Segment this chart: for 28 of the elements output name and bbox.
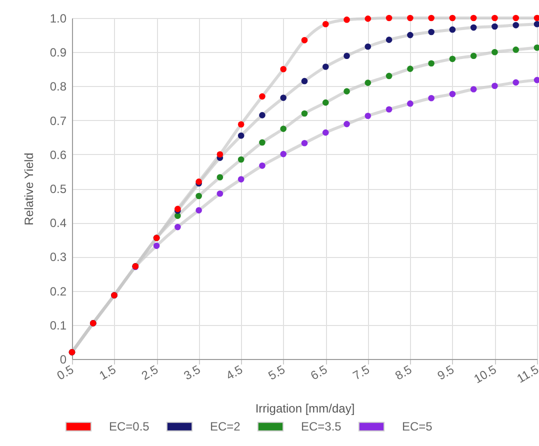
x-tick-label: 8.5	[392, 362, 414, 383]
legend-label: EC=5	[402, 420, 433, 434]
x-tick-label: 7.5	[350, 362, 372, 383]
y-tick-label: 1.0	[50, 12, 67, 26]
x-tick-label: 11.5	[514, 362, 539, 386]
x-tick-label: 3.5	[181, 362, 204, 383]
x-tick-label: 2.5	[139, 362, 161, 383]
y-tick-label: 0.6	[50, 148, 67, 162]
legend-label: EC=3.5	[301, 420, 342, 434]
y-tick-label: 0.4	[50, 216, 67, 230]
y-tick-label: 0.5	[50, 182, 67, 196]
y-tick-label: 0.8	[50, 80, 67, 94]
x-tick-label: 6.5	[308, 362, 330, 383]
x-tick-label: 9.5	[435, 362, 457, 383]
x-axis-title: Irrigation [mm/day]	[255, 401, 355, 416]
y-axis-title: Relative Yield	[22, 152, 36, 226]
x-tick-label: 4.5	[224, 362, 246, 383]
y-tick-label: 0.7	[50, 114, 67, 128]
legend-label: EC=2	[210, 420, 241, 434]
x-tick-label: 5.5	[266, 362, 288, 383]
y-tick-label: 0.9	[50, 46, 67, 60]
legend-label: EC=0.5	[109, 420, 150, 434]
y-tick-label: 0.1	[50, 318, 67, 332]
y-tick-label: 0.3	[50, 250, 67, 264]
y-tick-label: 0.2	[50, 284, 67, 298]
x-tick-label: 1.5	[96, 362, 119, 383]
x-tick-label: 10.5	[471, 362, 500, 386]
y-tick-label: 0	[60, 352, 67, 366]
